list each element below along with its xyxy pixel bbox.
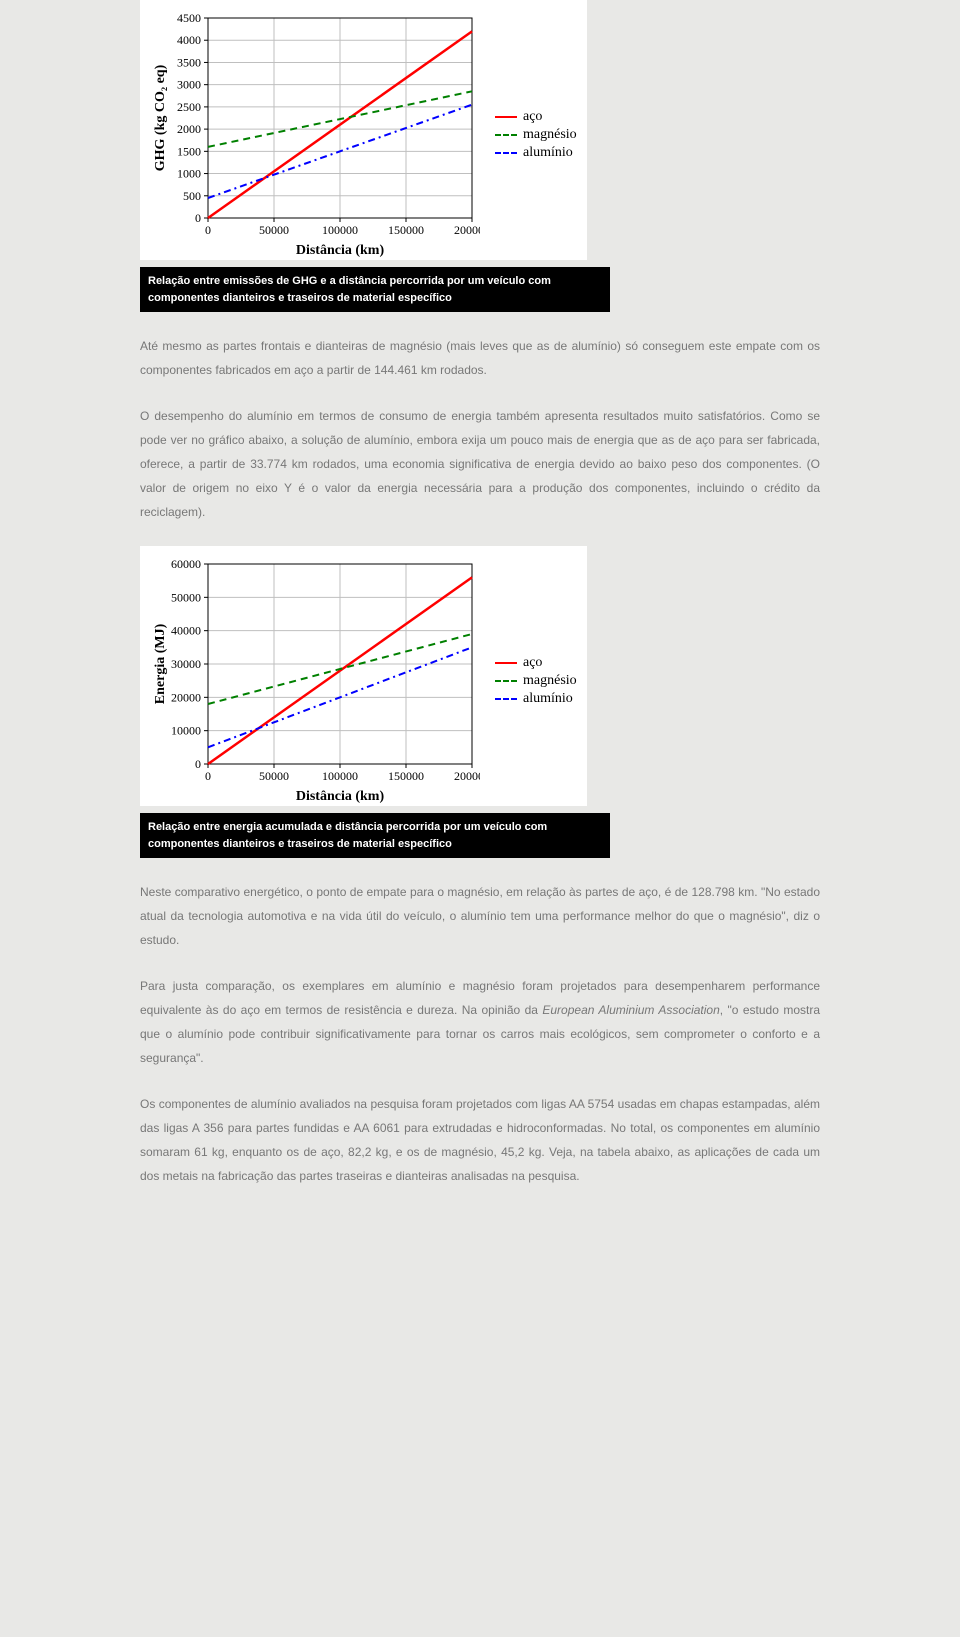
chart2-legend: aço magnésio alumínio (495, 653, 577, 709)
legend-label: aço (523, 109, 542, 125)
legend-label: alumínio (523, 691, 573, 707)
svg-text:3500: 3500 (177, 55, 201, 69)
svg-text:500: 500 (183, 189, 201, 203)
svg-text:150000: 150000 (388, 769, 424, 783)
paragraph-2: O desempenho do alumínio em termos de co… (140, 404, 820, 524)
svg-text:40000: 40000 (171, 624, 201, 638)
legend-item-alumínio: alumínio (495, 691, 577, 707)
svg-text:0: 0 (195, 757, 201, 771)
svg-text:100000: 100000 (322, 769, 358, 783)
legend-label: alumínio (523, 145, 573, 161)
legend-item-magnésio: magnésio (495, 673, 577, 689)
legend-label: aço (523, 655, 542, 671)
legend-item-aço: aço (495, 109, 577, 125)
svg-text:0: 0 (195, 211, 201, 225)
chart1-legend: aço magnésio alumínio (495, 107, 577, 163)
chart2-figure: 0 10000 20000 30000 40000 50000 60000 0 50000 100… (140, 546, 587, 806)
svg-text:50000: 50000 (259, 769, 289, 783)
chart1-plot-row: 0 500 1000 1500 2000 2500 3000 3500 4000 4500 0 500… (150, 10, 577, 260)
svg-text:1000: 1000 (177, 167, 201, 181)
svg-text:200000: 200000 (454, 769, 480, 783)
chart1-figure: 0 500 1000 1500 2000 2500 3000 3500 4000 4500 0 500… (140, 0, 587, 260)
svg-text:60000: 60000 (171, 557, 201, 571)
svg-text:4000: 4000 (177, 33, 201, 47)
svg-text:3000: 3000 (177, 78, 201, 92)
legend-item-alumínio: alumínio (495, 145, 577, 161)
paragraph-1: Até mesmo as partes frontais e dianteira… (140, 334, 820, 382)
svg-text:200000: 200000 (454, 223, 480, 237)
legend-swatch (495, 152, 517, 154)
svg-text:1500: 1500 (177, 144, 201, 158)
svg-text:Distância (km): Distância (km) (296, 789, 385, 804)
chart2-plot-row: 0 10000 20000 30000 40000 50000 60000 0 50000 100… (150, 556, 577, 806)
chart1-svg: 0 500 1000 1500 2000 2500 3000 3500 4000 4500 0 500… (150, 10, 480, 260)
svg-text:GHG (kg CO₂ eq): GHG (kg CO₂ eq) (153, 64, 168, 171)
svg-text:0: 0 (205, 769, 211, 783)
legend-swatch (495, 134, 517, 136)
svg-text:0: 0 (205, 223, 211, 237)
chart1-caption: Relação entre emissões de GHG e a distân… (140, 267, 610, 312)
svg-text:Distância (km): Distância (km) (296, 243, 385, 258)
legend-label: magnésio (523, 127, 577, 143)
legend-swatch (495, 116, 517, 118)
svg-text:150000: 150000 (388, 223, 424, 237)
svg-text:50000: 50000 (259, 223, 289, 237)
svg-text:2500: 2500 (177, 100, 201, 114)
legend-swatch (495, 698, 517, 700)
chart2-svg: 0 10000 20000 30000 40000 50000 60000 0 50000 100… (150, 556, 480, 806)
svg-text:50000: 50000 (171, 590, 201, 604)
legend-swatch (495, 662, 517, 664)
svg-text:4500: 4500 (177, 11, 201, 25)
legend-label: magnésio (523, 673, 577, 689)
svg-text:2000: 2000 (177, 122, 201, 136)
legend-swatch (495, 680, 517, 682)
paragraph-4: Para justa comparação, os exemplares em … (140, 974, 820, 1070)
paragraph-5: Os componentes de alumínio avaliados na … (140, 1092, 820, 1188)
svg-text:100000: 100000 (322, 223, 358, 237)
svg-text:10000: 10000 (171, 724, 201, 738)
legend-item-aço: aço (495, 655, 577, 671)
paragraph-4-association: European Aluminium Association (542, 1003, 719, 1017)
svg-text:20000: 20000 (171, 690, 201, 704)
svg-text:30000: 30000 (171, 657, 201, 671)
chart2-caption: Relação entre energia acumulada e distân… (140, 813, 610, 858)
legend-item-magnésio: magnésio (495, 127, 577, 143)
paragraph-3: Neste comparativo energético, o ponto de… (140, 880, 820, 952)
svg-text:Energia (MJ): Energia (MJ) (153, 623, 168, 704)
